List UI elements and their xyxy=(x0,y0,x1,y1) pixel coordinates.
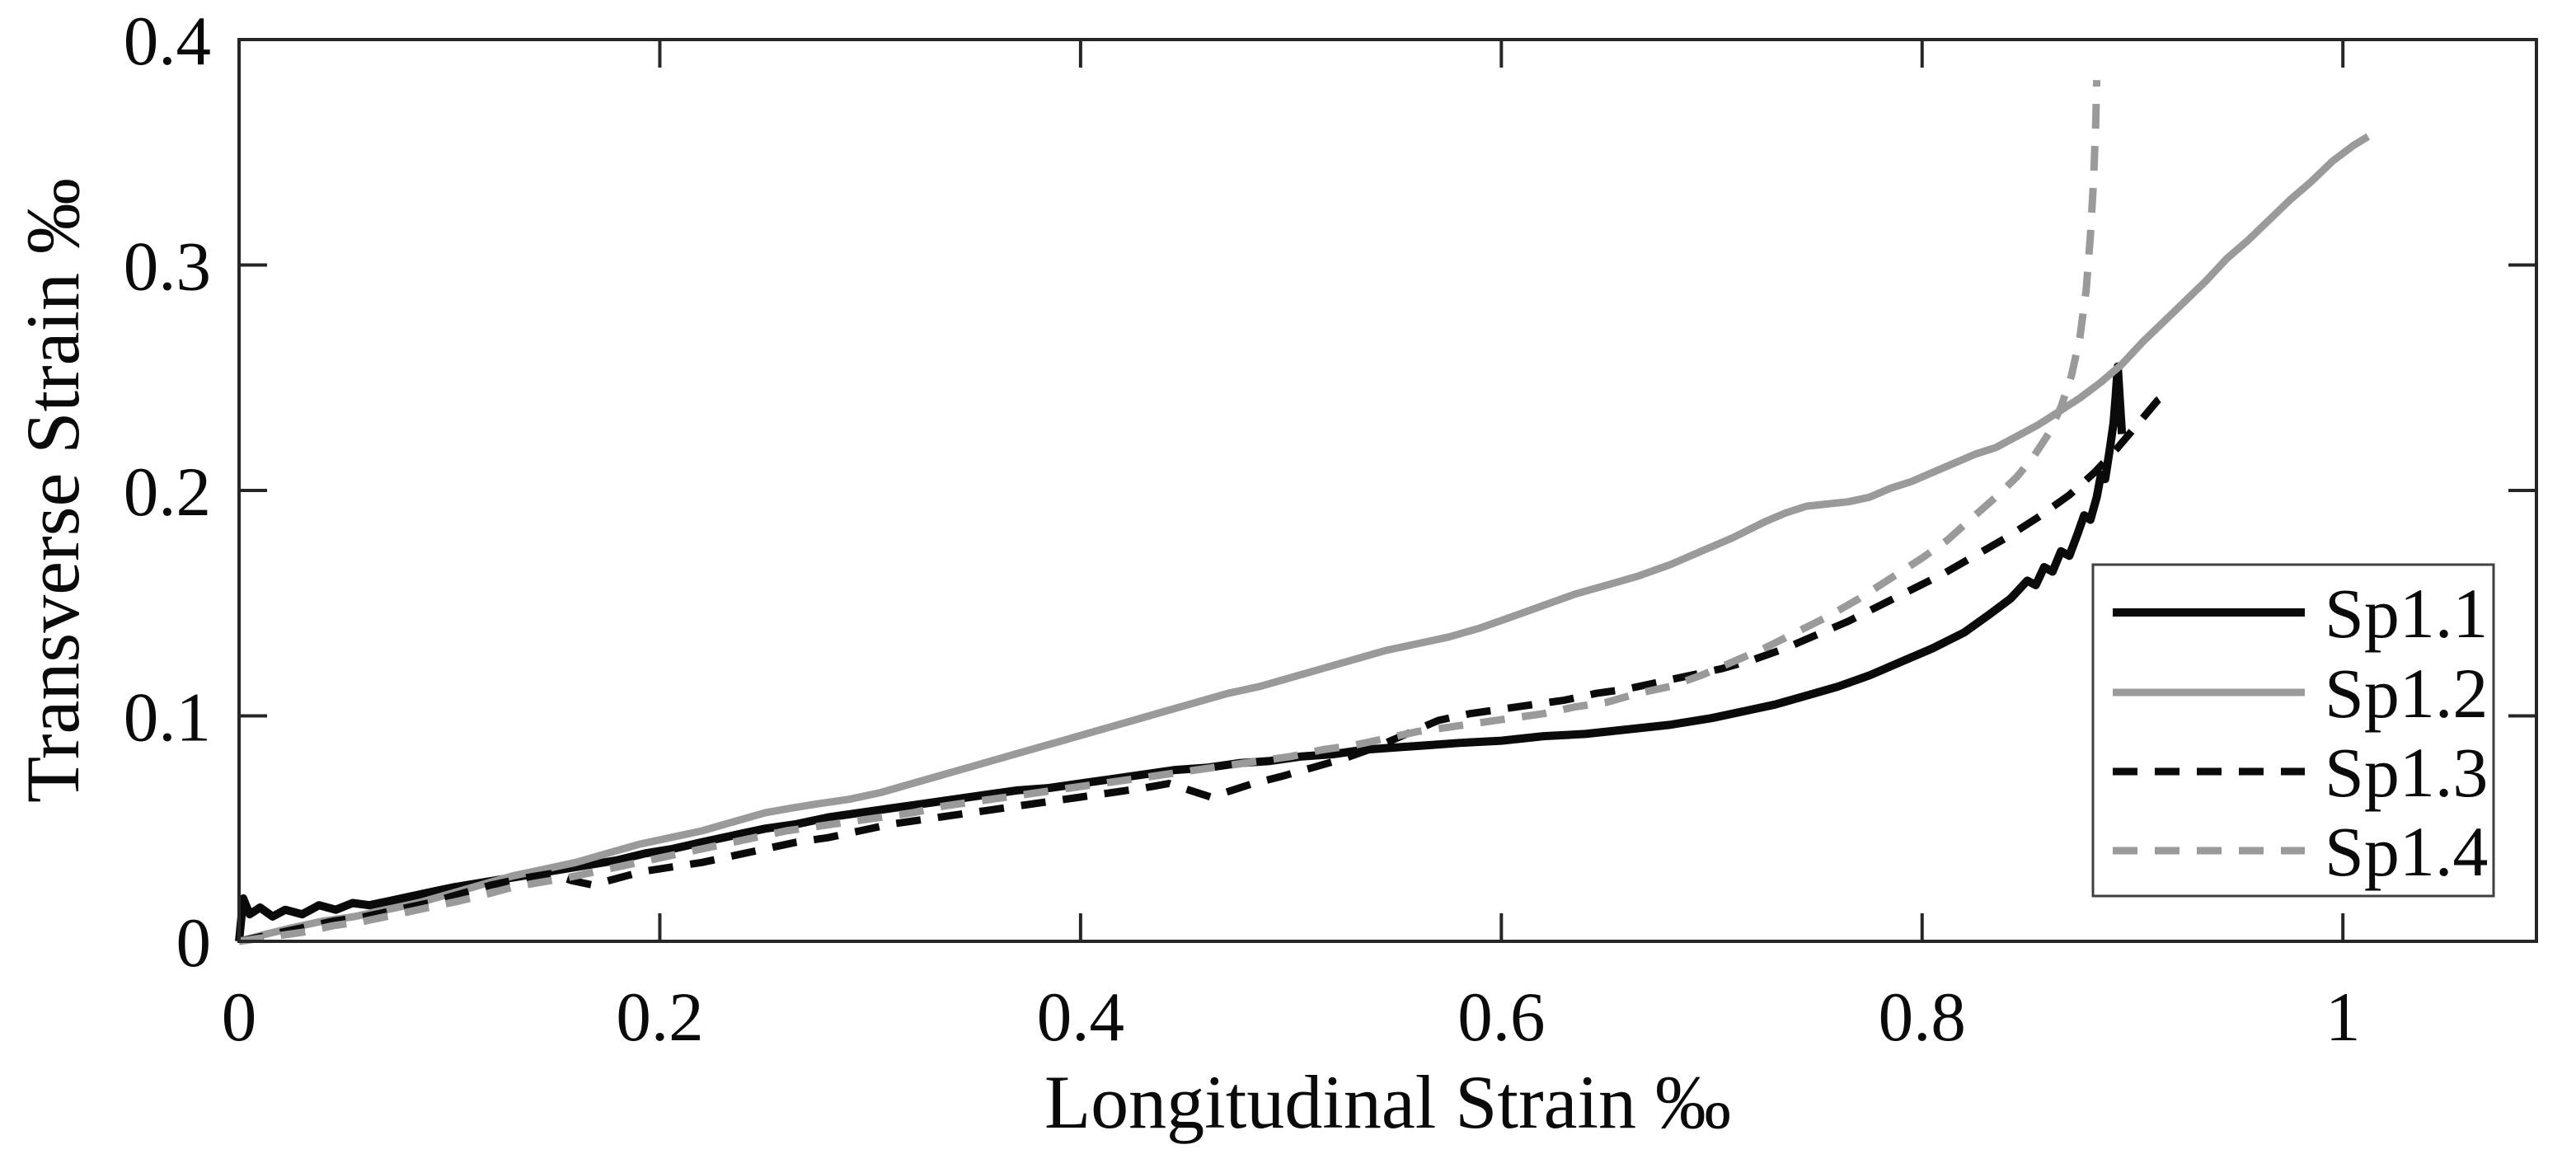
legend-entry-sp1.4: Sp1.4 xyxy=(2113,812,2488,891)
y-tick-label: 0.3 xyxy=(124,228,211,306)
legend-entry-sp1.1: Sp1.1 xyxy=(2113,574,2488,653)
x-tick-label: 0 xyxy=(222,978,257,1056)
x-tick-label: 0.2 xyxy=(616,978,703,1056)
legend-label: Sp1.1 xyxy=(2325,574,2488,653)
legend-label: Sp1.2 xyxy=(2325,654,2488,733)
legend-entry-sp1.3: Sp1.3 xyxy=(2113,733,2488,812)
y-tick-label: 0.1 xyxy=(124,679,211,757)
x-tick-label: 0.8 xyxy=(1879,978,1966,1056)
series-line-sp1.4 xyxy=(238,80,2101,945)
y-tick-label: 0.4 xyxy=(124,2,211,80)
y-tick-label: 0 xyxy=(176,904,212,982)
legend-entry-sp1.2: Sp1.2 xyxy=(2113,654,2488,733)
x-tick-label: 0.4 xyxy=(1037,978,1124,1056)
series-line-sp1.2 xyxy=(237,133,2371,945)
x-tick-label: 1 xyxy=(2325,978,2361,1056)
legend-label: Sp1.3 xyxy=(2325,733,2488,812)
legend-label: Sp1.4 xyxy=(2325,812,2488,891)
y-axis-label: Transverse Strain ‰ xyxy=(11,178,95,803)
y-tick-label: 0.2 xyxy=(124,453,211,531)
x-axis-label: Longitudinal Strain ‰ xyxy=(1044,1060,1731,1144)
legend-box xyxy=(2091,563,2495,898)
x-tick-label: 0.6 xyxy=(1457,978,1545,1056)
